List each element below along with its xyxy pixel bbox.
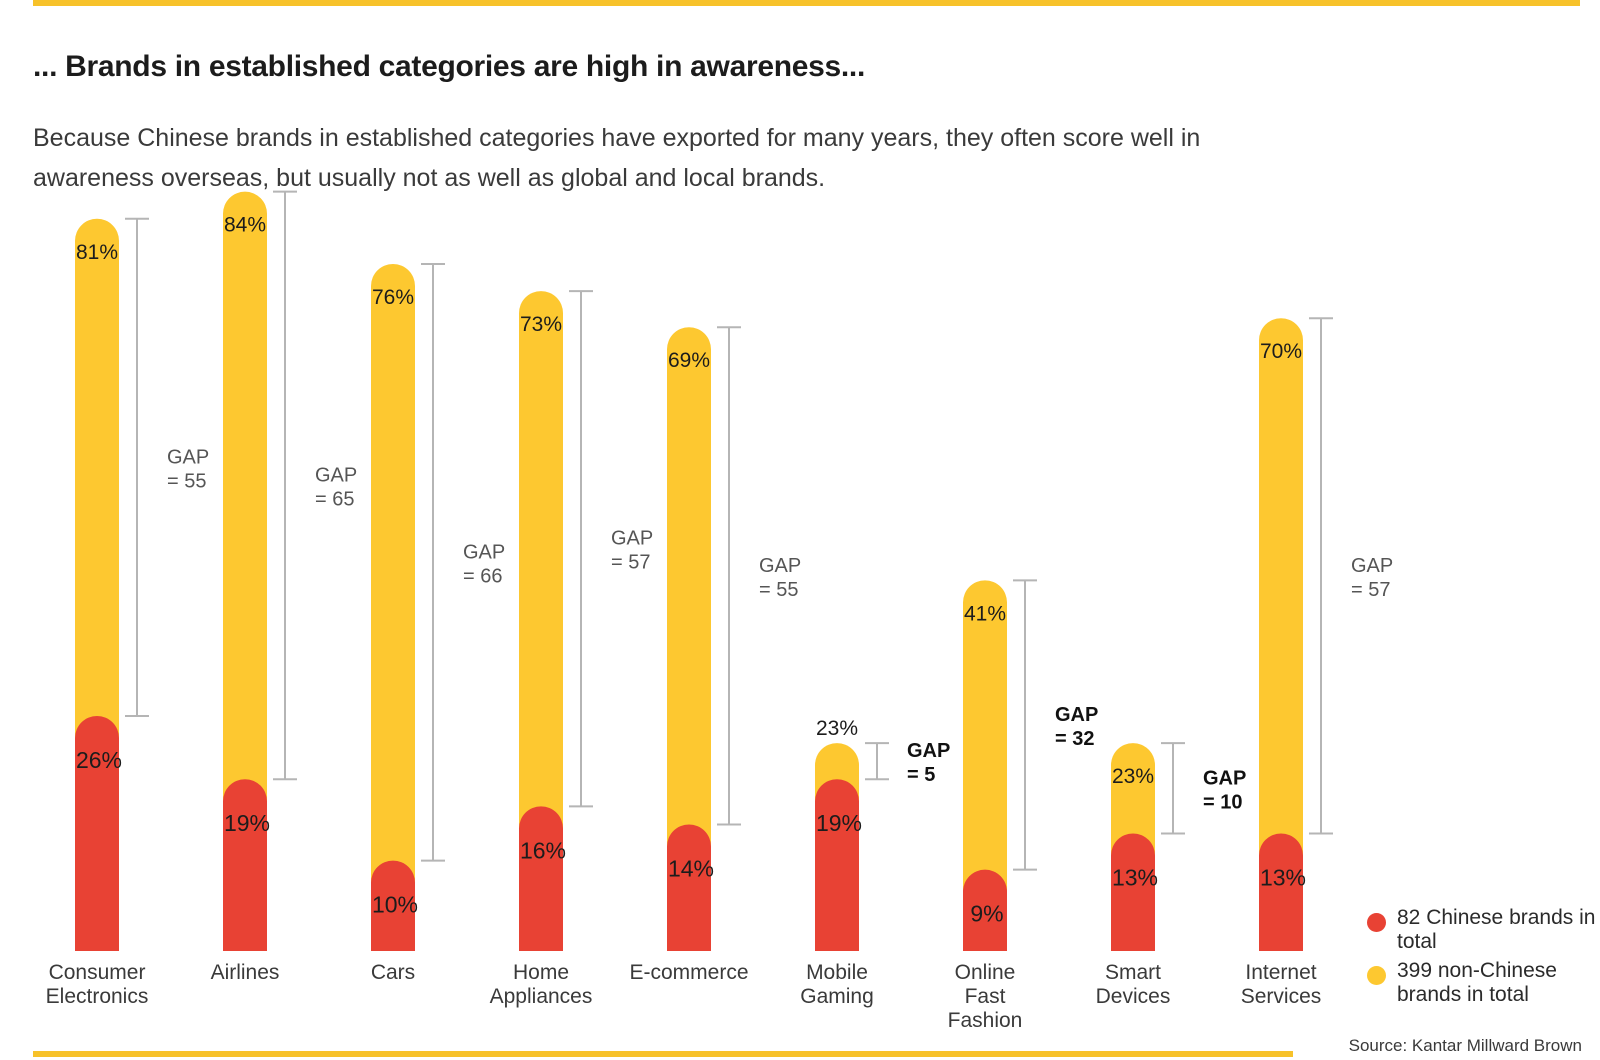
gap-label-consumer-electronics: GAP <box>167 446 209 468</box>
category-label-online-fast-fashion: Online Fast Fashion <box>948 961 1023 1032</box>
gap-label-mobile-gaming: GAP <box>907 740 950 762</box>
value-label-non-chinese-airlines: 84% <box>224 214 266 237</box>
value-label-non-chinese-mobile-gaming: 23% <box>816 717 858 740</box>
bottom-accent-rule <box>33 1051 1293 1057</box>
bar-chinese-home-appliances <box>519 806 563 951</box>
bar-non-chinese-home-appliances <box>519 291 563 951</box>
category-label-internet-services: Internet Services <box>1241 961 1322 1008</box>
value-label-non-chinese-internet-services: 70% <box>1260 340 1302 363</box>
bar-chinese-smart-devices <box>1111 833 1155 951</box>
value-label-chinese-cars: 10% <box>372 892 418 918</box>
gap-value-e-commerce: = 55 <box>759 579 798 601</box>
bar-chinese-airlines <box>223 779 267 951</box>
value-label-chinese-mobile-gaming: 19% <box>816 810 862 836</box>
bar-non-chinese-e-commerce <box>667 327 711 951</box>
legend: 82 Chinese brands in total 399 non-Chine… <box>1367 906 1600 1012</box>
category-label-e-commerce: E-commerce <box>629 961 748 984</box>
bar-chinese-cars <box>371 860 415 951</box>
gap-value-smart-devices: = 10 <box>1203 791 1242 813</box>
category-label-mobile-gaming: Mobile Gaming <box>800 961 874 1008</box>
gap-label-smart-devices: GAP <box>1203 767 1246 789</box>
category-label-consumer-electronics: Consumer Electronics <box>46 961 149 1008</box>
gap-value-consumer-electronics: = 55 <box>167 470 206 492</box>
bar-non-chinese-internet-services <box>1259 318 1303 951</box>
value-label-non-chinese-consumer-electronics: 81% <box>76 241 118 264</box>
bar-chinese-internet-services <box>1259 833 1303 951</box>
value-label-non-chinese-home-appliances: 73% <box>520 313 562 336</box>
gap-label-airlines: GAP <box>315 464 357 486</box>
gap-label-online-fast-fashion: GAP <box>1055 704 1098 726</box>
legend-item-non-chinese: 399 non-Chinese brands in total <box>1367 959 1600 1007</box>
legend-label-non-chinese: 399 non-Chinese brands in total <box>1397 959 1557 1006</box>
gap-label-e-commerce: GAP <box>759 555 801 577</box>
source-note: Source: Kantar Millward Brown <box>1348 1036 1582 1055</box>
gap-label-internet-services: GAP <box>1351 555 1393 577</box>
gap-label-home-appliances: GAP <box>611 528 653 550</box>
chart-subtitle: Because Chinese brands in established ca… <box>33 124 1201 192</box>
gap-value-airlines: = 65 <box>315 488 354 510</box>
gap-value-mobile-gaming: = 5 <box>907 764 935 786</box>
value-label-non-chinese-smart-devices: 23% <box>1112 765 1154 788</box>
category-label-airlines: Airlines <box>211 961 280 984</box>
gap-label-cars: GAP <box>463 541 505 563</box>
value-label-chinese-e-commerce: 14% <box>668 855 714 881</box>
bar-chinese-mobile-gaming <box>815 779 859 951</box>
value-label-chinese-online-fast-fashion: 9% <box>970 901 1003 927</box>
bar-chinese-consumer-electronics <box>75 715 119 951</box>
legend-item-chinese: 82 Chinese brands in total <box>1367 906 1600 954</box>
bar-non-chinese-cars <box>371 263 415 952</box>
category-label-home-appliances: Home Appliances <box>490 961 593 1008</box>
bar-chinese-online-fast-fashion <box>963 869 1007 951</box>
bar-non-chinese-online-fast-fashion <box>963 580 1007 951</box>
value-label-chinese-home-appliances: 16% <box>520 837 566 863</box>
value-label-non-chinese-online-fast-fashion: 41% <box>964 602 1006 625</box>
category-label-smart-devices: Smart Devices <box>1096 961 1171 1008</box>
bar-non-chinese-airlines <box>223 191 267 951</box>
legend-swatch-non-chinese <box>1367 966 1386 985</box>
value-label-non-chinese-e-commerce: 69% <box>668 349 710 372</box>
chart-title: ... Brands in established categories are… <box>33 50 865 83</box>
value-label-chinese-airlines: 19% <box>224 810 270 836</box>
top-accent-rule <box>33 0 1580 6</box>
value-label-chinese-smart-devices: 13% <box>1112 864 1158 890</box>
value-label-chinese-internet-services: 13% <box>1260 864 1306 890</box>
value-label-non-chinese-cars: 76% <box>372 286 414 309</box>
gap-value-online-fast-fashion: = 32 <box>1055 728 1094 750</box>
gap-value-internet-services: = 57 <box>1351 579 1390 601</box>
category-label-cars: Cars <box>371 961 415 984</box>
legend-label-chinese: 82 Chinese brands in total <box>1397 906 1596 953</box>
bar-chinese-e-commerce <box>667 824 711 951</box>
value-label-chinese-consumer-electronics: 26% <box>76 747 122 773</box>
legend-swatch-chinese <box>1367 913 1386 932</box>
gap-value-home-appliances: = 57 <box>611 552 650 574</box>
gap-value-cars: = 66 <box>463 565 502 587</box>
